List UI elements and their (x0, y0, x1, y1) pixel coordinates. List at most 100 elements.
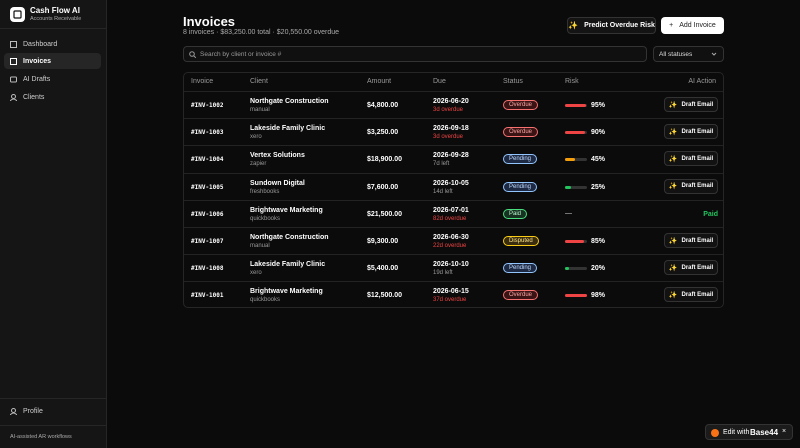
column-header: Risk (565, 78, 579, 85)
due-note: 37d overdue (433, 297, 467, 304)
button-label: Predict Overdue Risk (584, 22, 655, 29)
column-header: AI Action (688, 78, 716, 85)
status-pill: Overdue (503, 290, 539, 301)
due-note: 22d overdue (433, 243, 467, 249)
button-label: Draft Email (681, 237, 714, 244)
invoice-id: #INV-1006 (191, 210, 224, 218)
draft-email-button[interactable]: ✨ Draft Email (664, 97, 718, 112)
table-row: #INV-1002 Northgate Construction manual $4,… (184, 91, 723, 118)
invoice-table: Invoice Client Amount Due Status Risk AI Actio… (183, 72, 724, 308)
edit-badge[interactable]: Edit with Base44 × (705, 424, 793, 440)
client-name: Vertex Solutions (250, 152, 305, 160)
status-pill: Overdue (503, 100, 539, 110)
risk-label: 45% (591, 156, 606, 164)
sidebar: Cash Flow AI Accounts Receivable Dashboa… (0, 0, 107, 448)
badge-close[interactable]: × (782, 428, 787, 435)
due-note: 3d overdue (433, 107, 464, 113)
amount: $5,400.00 (367, 265, 399, 273)
client-name: Northgate Construction (250, 234, 329, 241)
button-label: Draft Email (681, 291, 714, 298)
due-date: 2026-07-01 (433, 206, 469, 214)
status-pill: Pending (503, 154, 538, 165)
predict-button[interactable]: ✨ Predict Overdue Risk (567, 17, 656, 34)
client-name: Brightwave Marketing (250, 206, 323, 214)
add-button[interactable]: + Add Invoice (661, 17, 724, 34)
status-select[interactable]: All statuses (653, 46, 724, 62)
page-title: Invoices (183, 14, 236, 29)
risk-bar (565, 185, 571, 189)
search-placeholder: Search by client or invoice # (200, 51, 282, 58)
nav-item[interactable]: AI Drafts (4, 71, 101, 87)
table-row: #INV-1005 Sundown Digital freshbooks $7,600… (184, 172, 723, 200)
app-name: Cash Flow AI (30, 6, 80, 15)
amount: $9,300.00 (367, 238, 399, 245)
risk-label: 25% (591, 183, 606, 191)
draft-email-button[interactable]: ✨ Draft Email (664, 287, 718, 303)
client-source: quickbooks (250, 215, 281, 222)
draft-email-button[interactable]: ✨ Draft Email (664, 151, 718, 167)
due-date: 2026-09-28 (433, 152, 469, 160)
button-label: Draft Email (681, 155, 714, 162)
draft-email-button[interactable]: ✨ Draft Email (664, 124, 718, 140)
amount: $7,600.00 (367, 183, 399, 191)
logo (10, 7, 25, 22)
risk-bar (565, 158, 575, 162)
nav-label: Invoices (23, 57, 52, 65)
button-label: Draft Email (681, 183, 714, 190)
client-source: freshbooks (250, 188, 280, 195)
search-input[interactable]: Search by client or invoice # (183, 46, 647, 62)
status-pill: Pending (503, 181, 538, 192)
invoice-id: #INV-1004 (191, 156, 224, 164)
due-date: 2026-10-05 (433, 179, 469, 187)
invoice-id: #INV-1002 (191, 102, 224, 109)
status-pill: Overdue (503, 127, 539, 138)
amount: $4,800.00 (367, 102, 399, 109)
badge-brand: Base44 (750, 428, 779, 437)
draft-email-button[interactable]: ✨ Draft Email (664, 260, 718, 276)
due-note: 7d left (433, 161, 450, 168)
draft-email-button[interactable]: ✨ Draft Email (664, 233, 718, 248)
client-name: Northgate Construction (250, 98, 329, 105)
button-icon: ✨ (668, 264, 678, 272)
nav-label: Clients (23, 93, 45, 101)
amount: $18,900.00 (367, 156, 403, 164)
table-row: #INV-1006 Brightwave Marketing quickbooks $… (184, 199, 723, 227)
client-source: xero (250, 134, 262, 141)
table-row: #INV-1007 Northgate Construction manual $9,… (184, 227, 723, 254)
due-date: 2026-06-30 (433, 234, 469, 241)
nav-label: AI Drafts (23, 75, 51, 83)
button-label: Add Invoice (679, 22, 716, 29)
due-date: 2026-06-15 (433, 288, 469, 296)
risk-track (565, 158, 587, 162)
due-note: 19d left (433, 270, 453, 277)
client-source: manual (250, 107, 270, 113)
due-date: 2026-10-10 (433, 261, 469, 269)
table-row: #INV-1001 Brightwave Marketing quickbooks $… (184, 281, 723, 307)
button-icon: ✨ (668, 155, 678, 163)
nav-item[interactable]: Dashboard (4, 36, 101, 52)
draft-email-button[interactable]: ✨ Draft Email (664, 178, 718, 194)
due-note: 3d overdue (433, 134, 464, 141)
risk-label: 90% (591, 129, 606, 137)
status-pill: Disputed (503, 236, 539, 246)
column-header: Status (503, 78, 523, 85)
risk-label: 95% (591, 102, 606, 109)
column-header: Client (250, 78, 268, 85)
table-row: #INV-1008 Lakeside Family Clinic xero $5,40… (184, 254, 723, 281)
client-source: quickbooks (250, 297, 281, 304)
status-pill: Pending (503, 263, 538, 274)
table-row: #INV-1003 Lakeside Family Clinic xero $3,25… (184, 118, 723, 145)
risk-bar (565, 267, 570, 271)
nav-label: Profile (23, 407, 43, 415)
button-icon: ✨ (668, 183, 678, 191)
button-icon: ✨ (668, 101, 678, 109)
nav-item[interactable]: Clients (4, 89, 101, 105)
status-pill: Paid (503, 208, 528, 219)
nav-item[interactable]: Profile (4, 403, 101, 419)
sidebar-footer: AI-assisted AR workflows (10, 434, 72, 440)
table-row: #INV-1004 Vertex Solutions zapier $18,900.0… (184, 145, 723, 172)
badge-text: Edit with (723, 429, 750, 436)
nav-item[interactable]: Invoices (4, 53, 101, 69)
button-label: Draft Email (681, 264, 714, 271)
amount: $3,250.00 (367, 129, 399, 137)
